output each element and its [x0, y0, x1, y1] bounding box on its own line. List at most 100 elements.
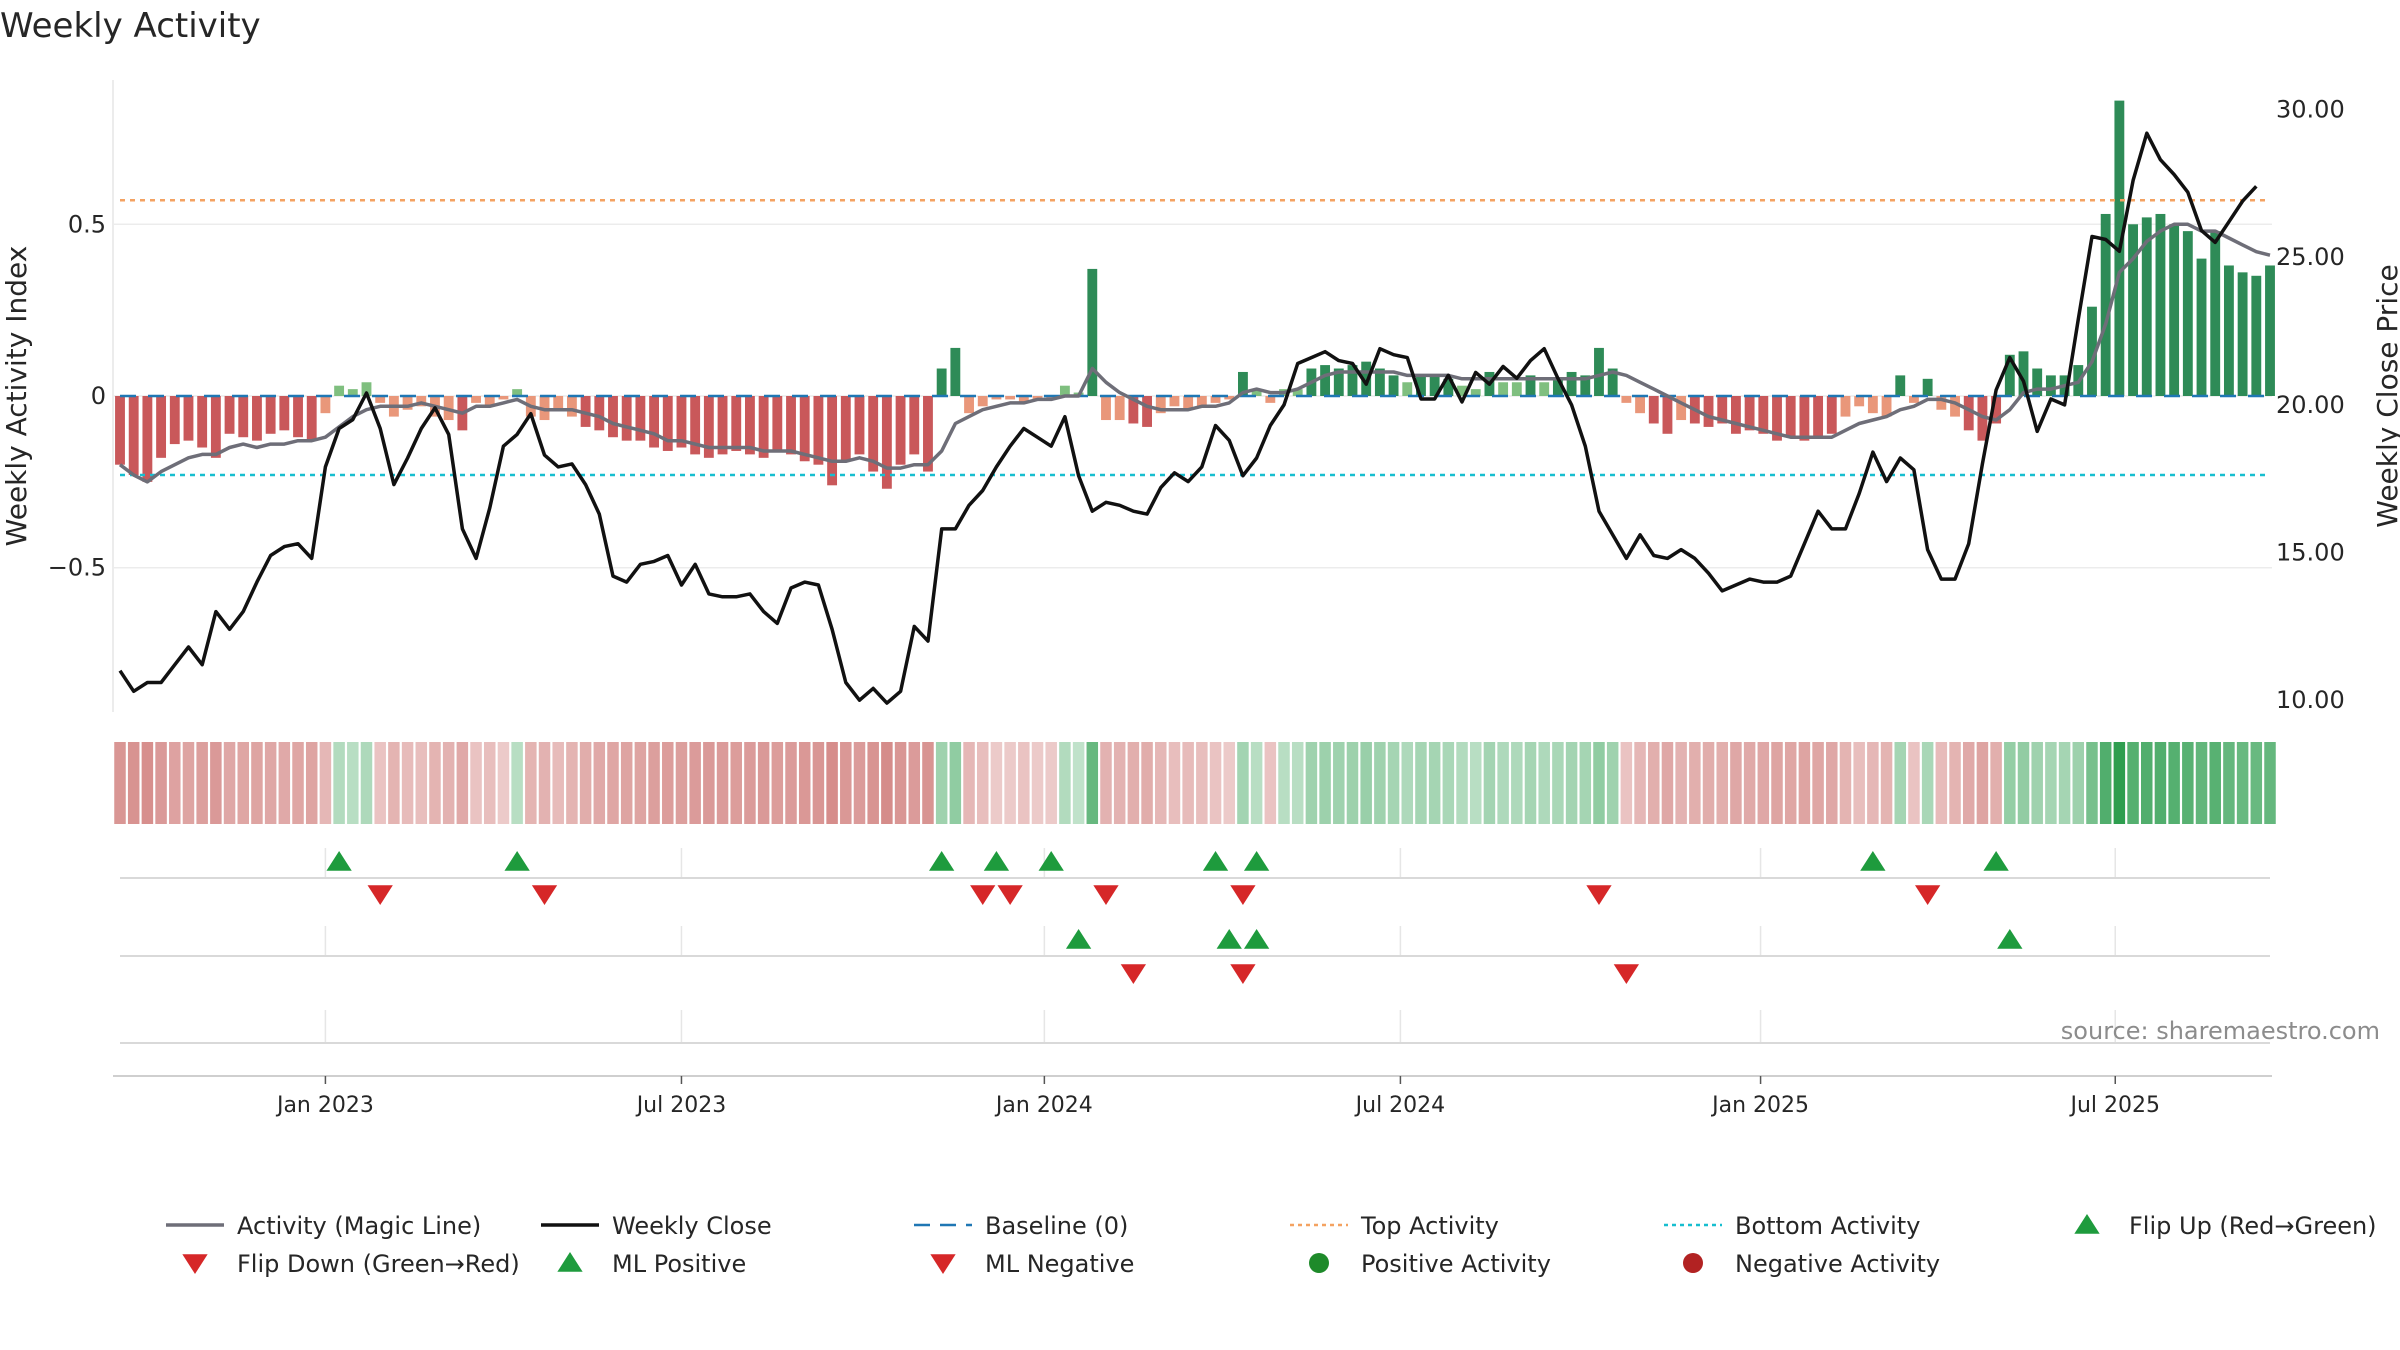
heat-cell	[1798, 742, 1811, 824]
activity-bar	[252, 396, 262, 441]
heat-cell	[1250, 742, 1263, 824]
activity-bar	[1470, 389, 1481, 396]
heat-cell	[949, 742, 962, 824]
activity-bar	[2251, 275, 2262, 396]
activity-bar	[197, 396, 208, 448]
activity-bar	[1169, 396, 1180, 407]
right-axis-label: Weekly Close Price	[2371, 264, 2400, 527]
heat-cell	[2168, 742, 2180, 824]
activity-bar	[2155, 213, 2166, 396]
activity-bar	[1744, 396, 1755, 431]
activity-bar	[1402, 382, 1413, 396]
heat-cell	[1319, 742, 1331, 824]
signal-vertical-gridlines	[324, 848, 2117, 1043]
heat-cell	[744, 742, 756, 824]
legend-swatch	[930, 1254, 956, 1274]
activity-bar	[115, 396, 125, 465]
flip-up-marker	[326, 851, 352, 871]
activity-bar	[1210, 396, 1221, 403]
activity-bar	[1292, 389, 1303, 396]
legend-label: Flip Up (Red→Green)	[2129, 1212, 2377, 1240]
activity-bar	[1826, 396, 1837, 434]
legend-label: Activity (Magic Line)	[237, 1212, 481, 1240]
heat-cell	[360, 742, 373, 824]
activity-bar	[334, 385, 345, 396]
activity-bar	[703, 396, 714, 458]
activity-bar	[827, 396, 838, 486]
flip-up-marker	[504, 851, 530, 871]
heat-cell	[1428, 742, 1441, 824]
activity-bar	[293, 396, 303, 438]
heat-cell	[196, 742, 208, 824]
heat-cell	[908, 742, 921, 824]
legend-swatch	[1683, 1253, 1703, 1273]
activity-bar	[608, 396, 618, 438]
heat-cell	[1456, 742, 1468, 824]
activity-bar	[361, 382, 372, 396]
right-tick-label: 20.00	[2276, 391, 2345, 419]
heat-cell	[689, 742, 701, 824]
activity-bar	[1909, 396, 1919, 403]
heat-cell	[2058, 742, 2071, 824]
activity-bar	[1498, 382, 1509, 396]
activity-bar	[1730, 396, 1741, 434]
activity-bar	[2032, 368, 2043, 396]
ml-positive-marker	[1997, 929, 2023, 949]
activity-bar	[1059, 385, 1070, 396]
activity-bar	[1005, 396, 1016, 400]
activity-bar	[1881, 396, 1892, 417]
activity-bar	[1566, 371, 1577, 396]
heat-cell	[264, 742, 277, 824]
legend-label: ML Negative	[985, 1250, 1134, 1278]
heat-cell	[798, 742, 811, 824]
heat-cell	[1730, 742, 1742, 824]
heat-cell	[1100, 742, 1112, 824]
heat-cell	[2072, 742, 2085, 824]
heat-cell	[1839, 742, 1852, 824]
activity-bar	[1114, 396, 1125, 421]
activity-bar	[840, 396, 851, 462]
heat-cell	[648, 742, 660, 824]
heat-cell	[593, 742, 606, 824]
heat-cell	[1072, 742, 1085, 824]
flip-up-marker	[929, 851, 955, 871]
activity-bar	[1662, 396, 1673, 434]
ml-markers	[1065, 929, 2023, 984]
heat-cell	[840, 742, 852, 824]
activity-bar	[2004, 354, 2015, 396]
activity-bar	[895, 396, 906, 465]
heat-cell	[1223, 742, 1235, 824]
heat-cell	[1620, 742, 1633, 824]
activity-bar	[1580, 375, 1591, 396]
activity-bar	[1635, 396, 1645, 414]
ml-positive-marker	[1243, 929, 1270, 949]
activity-bar	[183, 396, 194, 441]
x-tick-label: Jul 2025	[2068, 1093, 2160, 1118]
legend-label: Weekly Close	[612, 1212, 772, 1240]
activity-bar	[2128, 224, 2138, 396]
activity-bar	[1539, 382, 1550, 396]
heat-cell	[1524, 742, 1537, 824]
activity-bar	[142, 396, 153, 482]
activity-heat-strip	[114, 742, 2276, 824]
heat-cell	[1291, 742, 1304, 824]
right-axis-ticks: 30.00 25.00 20.00 15.00 10.00	[2276, 96, 2345, 715]
ml-negative-marker	[1230, 964, 1256, 984]
activity-bar	[484, 396, 495, 407]
heat-cell	[347, 742, 359, 824]
activity-bar	[1238, 371, 1248, 396]
activity-bar	[320, 396, 331, 414]
activity-bar	[1087, 268, 1098, 396]
activity-bar	[2237, 272, 2248, 396]
flip-up-marker	[1202, 851, 1229, 871]
activity-bar	[1416, 375, 1426, 396]
heat-cell	[388, 742, 400, 824]
heat-cell	[2154, 742, 2167, 824]
activity-bar	[594, 396, 605, 431]
x-tick-label: Jan 2024	[994, 1093, 1093, 1118]
activity-bar	[745, 396, 755, 455]
activity-bar	[1388, 375, 1399, 396]
activity-bar	[2141, 217, 2152, 396]
legend-swatch	[1309, 1253, 1329, 1273]
heat-cell	[757, 742, 770, 824]
